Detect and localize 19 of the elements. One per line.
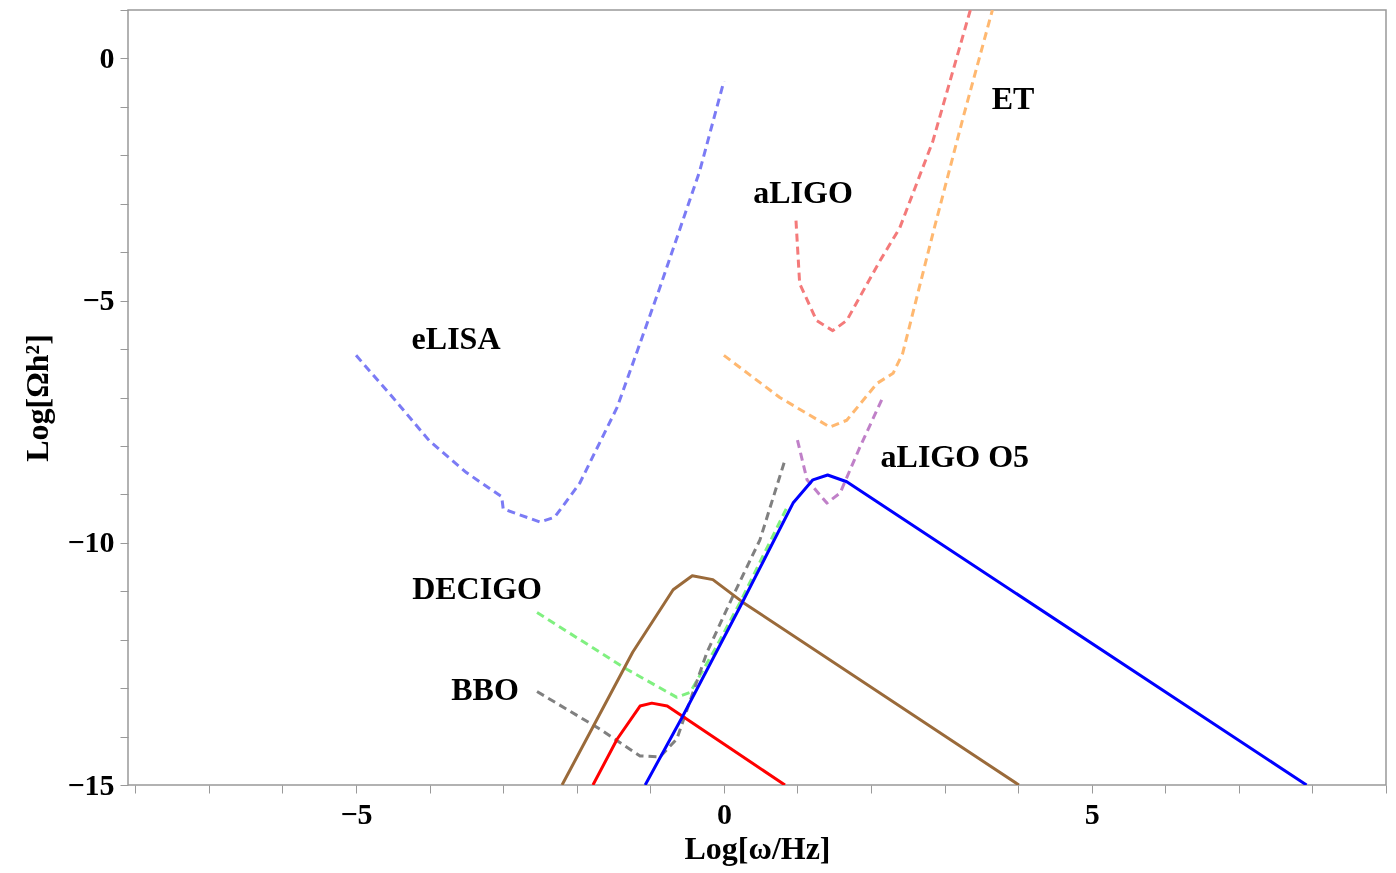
y-tick-label: −10 xyxy=(67,525,115,559)
series-label: aLIGO O5 xyxy=(880,437,1030,474)
line-series xyxy=(560,574,1021,785)
series-label: DECIGO xyxy=(412,569,542,606)
x-tick-label: 0 xyxy=(716,796,732,830)
series-label: ET xyxy=(991,80,1035,117)
y-tick-label: −15 xyxy=(67,767,115,801)
x-axis-title: Log[ω/Hz] xyxy=(684,829,831,866)
y-tick-label: 0 xyxy=(99,40,115,74)
line-series xyxy=(722,10,994,429)
x-tick-label: −5 xyxy=(340,796,373,830)
x-tick-label: 5 xyxy=(1084,796,1100,830)
series-label: eLISA xyxy=(411,320,501,357)
y-tick-label: −5 xyxy=(82,283,115,317)
series-label: BBO xyxy=(451,670,519,707)
y-axis-title: Log[Ωh²] xyxy=(19,334,56,462)
line-series xyxy=(643,473,1309,785)
line-series xyxy=(591,701,787,785)
series-label: aLIGO xyxy=(753,173,853,210)
